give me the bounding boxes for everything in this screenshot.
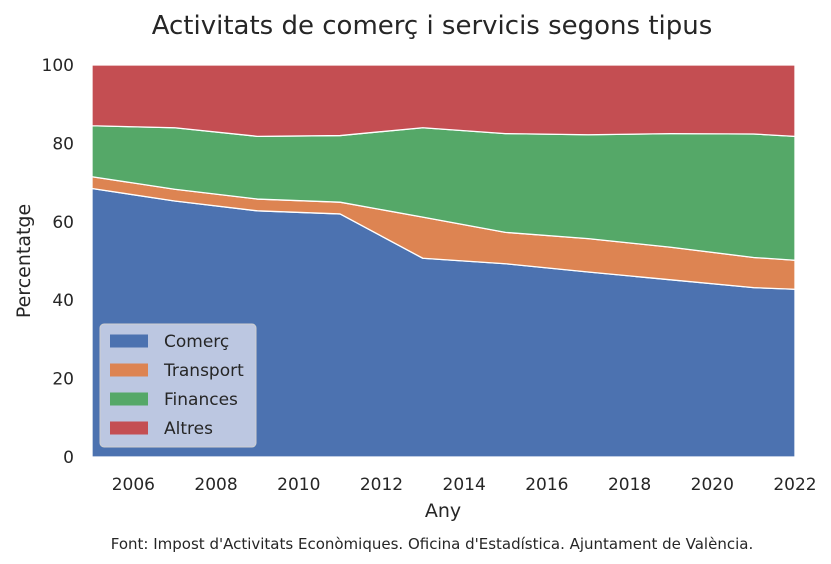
- y-axis: 0 20 40 60 80 100: [42, 56, 74, 468]
- x-tick-label: 2016: [525, 475, 568, 495]
- x-axis-label: Any: [425, 500, 461, 522]
- y-axis-label: Percentatge: [13, 204, 35, 318]
- x-tick-label: 2006: [112, 475, 155, 495]
- y-tick-label: 60: [52, 213, 74, 233]
- source-note: Font: Impost d'Activitats Econòmiques. O…: [111, 535, 753, 553]
- y-tick-label: 100: [42, 56, 74, 76]
- legend-label-finances: Finances: [164, 390, 238, 410]
- x-tick-label: 2010: [277, 475, 320, 495]
- legend: Comerç Transport Finances Altres: [99, 323, 257, 448]
- x-tick-label: 2022: [773, 475, 816, 495]
- y-tick-label: 80: [52, 134, 74, 154]
- y-tick-label: 0: [63, 448, 74, 468]
- y-tick-label: 40: [52, 291, 74, 311]
- x-tick-label: 2018: [608, 475, 651, 495]
- x-tick-label: 2012: [360, 475, 403, 495]
- x-tick-label: 2008: [194, 475, 237, 495]
- legend-label-altres: Altres: [164, 419, 213, 439]
- legend-swatch-altres: [110, 421, 148, 435]
- x-axis: 2006 2008 2010 2012 2014 2016 2018 2020 2022: [112, 475, 817, 495]
- legend-swatch-transport: [110, 363, 148, 377]
- legend-swatch-comerc: [110, 334, 148, 348]
- legend-label-comerc: Comerç: [164, 332, 229, 352]
- area-altres: [91, 64, 796, 137]
- legend-swatch-finances: [110, 392, 148, 406]
- chart-title: Activitats de comerç i servicis segons t…: [152, 11, 713, 41]
- legend-box: [99, 323, 257, 448]
- plot-area: [91, 64, 796, 458]
- x-tick-label: 2020: [691, 475, 734, 495]
- y-tick-label: 20: [52, 370, 74, 390]
- x-tick-label: 2014: [443, 475, 486, 495]
- legend-label-transport: Transport: [163, 361, 244, 381]
